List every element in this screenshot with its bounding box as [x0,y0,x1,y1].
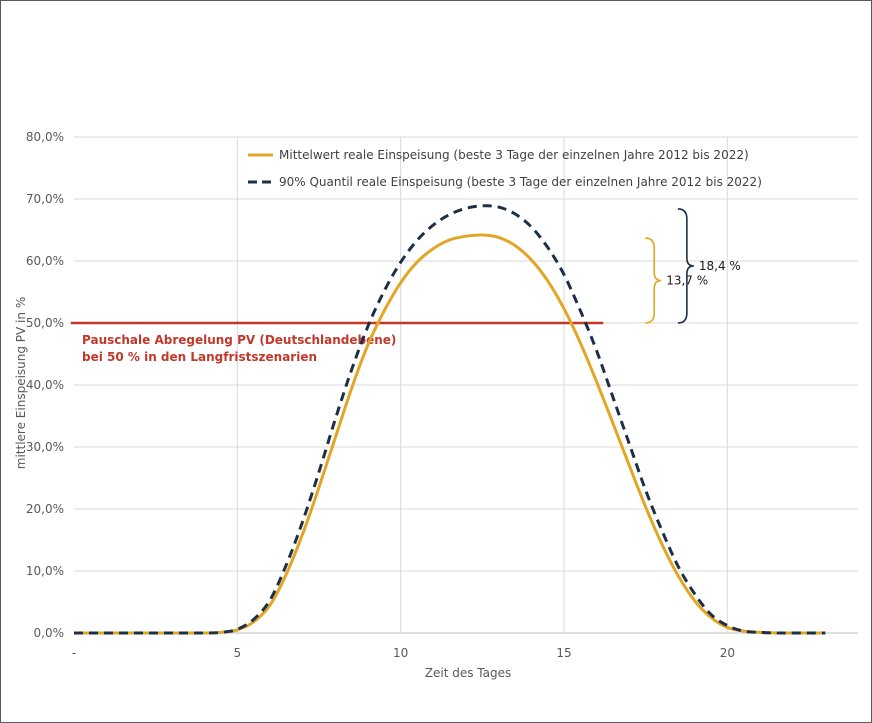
y-tick-label: 0,0% [34,626,65,640]
y-tick-label: 10,0% [26,564,64,578]
brace-18-4 [677,208,694,324]
reference-label-line2: bei 50 % in den Langfristszenarien [82,350,317,364]
series-group [73,204,826,635]
x-tick-label: - [72,646,76,660]
annotation-18-4-label: 18,4 % [699,259,741,273]
y-tick-label: 30,0% [26,440,64,454]
ticks-group: 0,0% 10,0% 20,0% 30,0% 40,0% 50,0% 60,0% 70,0% 8… [26,130,735,660]
y-tick-label: 80,0% [26,130,64,144]
y-tick-label: 40,0% [26,378,64,392]
x-tick-label: 5 [234,646,242,660]
series-quantile-line [73,204,826,635]
x-tick-label: 10 [393,646,408,660]
y-tick-label: 20,0% [26,502,64,516]
y-tick-label: 60,0% [26,254,64,268]
x-tick-label: 15 [556,646,571,660]
y-axis-label: mittlere Einspeisung PV in % [14,297,28,469]
reference-label-line1: Pauschale Abregelung PV (Deutschlandeben… [82,333,396,347]
x-axis-label: Zeit des Tages [425,666,511,680]
series-mean-line [73,233,826,635]
grid [74,136,858,634]
annotations-group: 13,7 %18,4 % [645,208,741,324]
y-tick-label: 50,0% [26,316,64,330]
legend-label-mean: Mittelwert reale Einspeisung (beste 3 Ta… [279,148,749,162]
brace-13-7 [645,237,662,324]
legend-label-quantile: 90% Quantil reale Einspeisung (beste 3 T… [279,175,762,189]
legend: Mittelwert reale Einspeisung (beste 3 Ta… [248,148,762,189]
reference-line-group: Pauschale Abregelung PV (Deutschlandeben… [70,321,604,364]
x-tick-label: 20 [720,646,735,660]
y-tick-label: 70,0% [26,192,64,206]
